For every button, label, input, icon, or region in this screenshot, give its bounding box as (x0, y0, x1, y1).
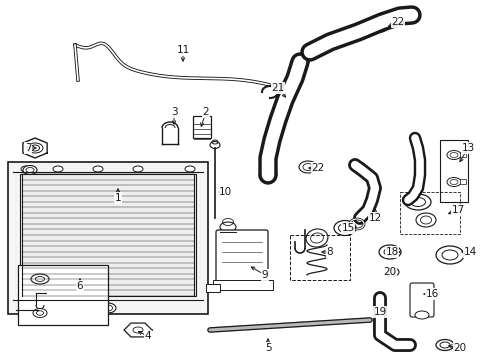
Text: 21: 21 (271, 83, 284, 93)
Ellipse shape (184, 166, 195, 172)
Bar (289, 235, 349, 280)
Text: 17: 17 (450, 205, 464, 215)
Ellipse shape (435, 339, 453, 351)
Ellipse shape (259, 168, 276, 182)
Text: 18: 18 (385, 247, 398, 257)
Text: 22: 22 (390, 17, 404, 27)
Ellipse shape (209, 141, 220, 148)
Ellipse shape (53, 166, 63, 172)
FancyBboxPatch shape (409, 283, 433, 317)
Text: 3: 3 (170, 107, 177, 117)
Ellipse shape (298, 161, 316, 173)
Ellipse shape (366, 18, 388, 32)
Ellipse shape (31, 274, 49, 284)
Bar (205, 284, 220, 292)
Text: 20: 20 (383, 267, 396, 277)
Ellipse shape (333, 220, 355, 235)
Ellipse shape (446, 150, 460, 159)
Text: 22: 22 (311, 163, 324, 173)
Polygon shape (23, 138, 47, 158)
Text: 15: 15 (341, 223, 354, 233)
Text: 4: 4 (144, 331, 151, 341)
Bar (459, 152, 465, 157)
Text: 6: 6 (77, 281, 83, 291)
Ellipse shape (27, 143, 43, 153)
Bar (213, 280, 272, 290)
Text: 13: 13 (461, 143, 474, 153)
Ellipse shape (23, 166, 37, 175)
Ellipse shape (290, 56, 308, 68)
Text: 16: 16 (425, 289, 438, 299)
Text: 19: 19 (373, 307, 386, 317)
Ellipse shape (378, 245, 400, 259)
Ellipse shape (435, 246, 463, 264)
Bar (8, 162, 207, 314)
Bar (399, 192, 459, 234)
Text: 10: 10 (218, 187, 231, 197)
Ellipse shape (384, 267, 398, 276)
Text: 1: 1 (115, 193, 121, 203)
Polygon shape (124, 323, 152, 337)
Bar (18, 265, 108, 325)
Text: 8: 8 (326, 247, 333, 257)
Text: 9: 9 (261, 270, 268, 280)
Ellipse shape (33, 309, 47, 318)
Text: 2: 2 (202, 107, 209, 117)
Bar (20, 174, 196, 296)
Ellipse shape (305, 229, 327, 247)
Bar (38, 302, 68, 312)
Text: 5: 5 (264, 343, 271, 353)
Text: 14: 14 (463, 247, 476, 257)
FancyBboxPatch shape (216, 230, 267, 286)
Bar (439, 140, 467, 202)
Ellipse shape (133, 166, 142, 172)
Ellipse shape (404, 194, 430, 210)
Text: 11: 11 (176, 45, 189, 55)
Ellipse shape (93, 166, 103, 172)
Text: 7: 7 (24, 143, 31, 153)
Ellipse shape (415, 213, 435, 227)
Ellipse shape (446, 177, 460, 186)
Bar (193, 116, 210, 138)
Text: 20: 20 (452, 343, 466, 353)
Ellipse shape (21, 166, 31, 172)
Text: 12: 12 (367, 213, 381, 223)
Ellipse shape (100, 303, 116, 313)
Bar (459, 179, 465, 184)
Ellipse shape (414, 311, 428, 319)
Ellipse shape (220, 222, 236, 232)
